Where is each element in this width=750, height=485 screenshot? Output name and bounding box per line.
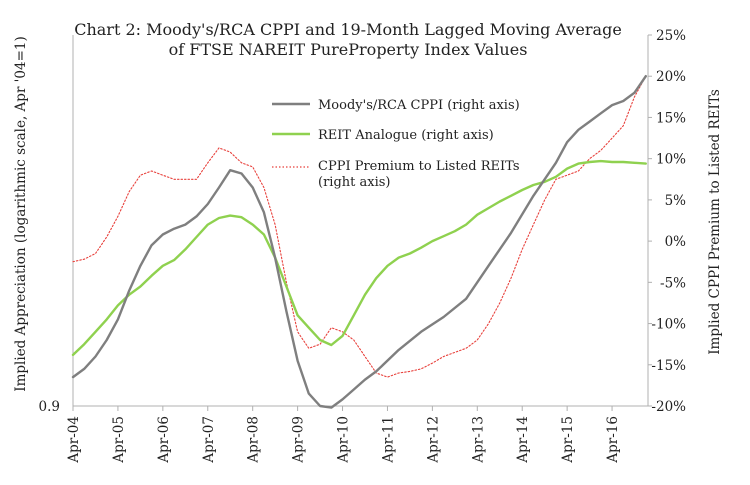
right-axis-tick-label: -15%	[651, 358, 686, 374]
cppi-premium-line	[72, 75, 647, 378]
series-lines	[71, 74, 647, 409]
right-axis-tick-label: -20%	[651, 399, 686, 415]
chart-title-line-2: of FTSE NAREIT PureProperty Index Values	[169, 40, 528, 59]
x-axis-tick-label: Apr-14	[515, 416, 531, 464]
x-axis-tick-label: Apr-15	[560, 416, 576, 464]
legend-label-premium-line-1: CPPI Premium to Listed REITs	[318, 159, 520, 174]
right-axis-tick-label: 0%	[665, 234, 687, 250]
x-axis-tick-label: Apr-16	[605, 416, 621, 464]
cppi-line	[71, 74, 647, 409]
right-axis-tick-label: -10%	[651, 317, 686, 333]
chart-title-line-1: Chart 2: Moody's/RCA CPPI and 19-Month L…	[74, 20, 622, 39]
legend-label-reit: REIT Analogue (right axis)	[318, 128, 494, 143]
x-axis-tick-label: Apr-10	[336, 416, 352, 464]
x-axis-tick-label: Apr-05	[111, 416, 127, 464]
x-axis-tick-label: Apr-06	[156, 416, 172, 464]
left-axis-label: Implied Appreciation (logarithmic scale,…	[13, 36, 29, 391]
x-axis-ticks: Apr-04 Apr-05 Apr-06 Apr-07 Apr-08 Apr-09 Apr-…	[66, 406, 621, 464]
right-axis-tick-label: -5%	[660, 275, 686, 291]
left-axis-tick-label: 0.9	[39, 399, 60, 415]
x-axis-tick-label: Apr-13	[470, 416, 486, 464]
right-axis-tick-label: 20%	[656, 69, 686, 85]
x-axis-tick-label: Apr-09	[291, 416, 307, 464]
legend-label-premium-line-2: (right axis)	[318, 175, 390, 190]
x-axis-tick-label: Apr-11	[380, 416, 396, 464]
right-axis-label: Implied CPPI Premium to Listed REITs	[707, 89, 723, 355]
right-axis-tick-label: 5%	[665, 193, 687, 209]
x-axis-tick-label: Apr-04	[66, 416, 82, 464]
right-axis-tick-label: 25%	[656, 28, 686, 44]
right-axis-tick-label: 10%	[656, 152, 686, 168]
x-axis-tick-label: Apr-07	[201, 416, 217, 464]
legend-label-premium: CPPI Premium to Listed REITs (right axis…	[318, 159, 524, 190]
right-axis-tick-label: 15%	[656, 110, 686, 126]
x-axis-tick-label: Apr-08	[246, 416, 262, 464]
legend-label-cppi: Moody's/RCA CPPI (right axis)	[318, 98, 520, 113]
legend: Moody's/RCA CPPI (right axis) REIT Analo…	[272, 98, 524, 190]
x-axis-tick-label: Apr-12	[425, 416, 441, 464]
reit-analogue-line	[71, 159, 647, 357]
right-axis-ticks: 25% 20% 15% 10% 5% 0% -5% -10% -15% -20%	[648, 28, 686, 415]
